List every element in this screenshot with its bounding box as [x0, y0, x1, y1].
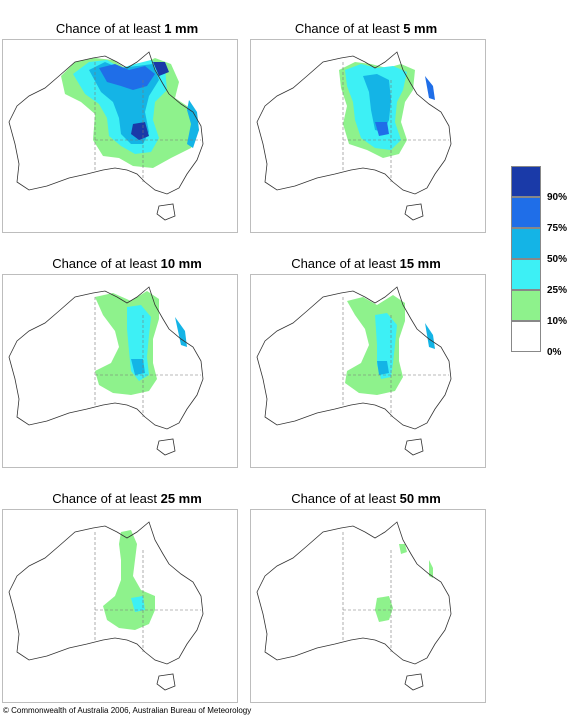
australia-coastline: [256, 286, 452, 430]
legend-tick-10: 10%: [547, 316, 568, 327]
state-borders: [94, 532, 201, 652]
map-panel-50mm: [250, 509, 486, 703]
legend-swatch-0-10: [511, 321, 541, 352]
state-borders: [342, 532, 449, 652]
tasmania-outline: [156, 438, 176, 456]
legend-tick-25: 25%: [547, 285, 568, 296]
rainfall-shading: [339, 62, 435, 158]
australia-coastline: [256, 51, 452, 195]
legend-swatch-90-100: [511, 166, 541, 197]
australia-coastline: [8, 521, 204, 665]
map-panel-1mm: [2, 39, 238, 233]
tasmania-outline: [404, 673, 424, 691]
panel-title-50mm: Chance of at least 50 mm: [291, 491, 441, 506]
rainfall-shading: [103, 530, 155, 630]
panel-title-15mm: Chance of at least 15 mm: [291, 256, 441, 271]
legend-tick-50: 50%: [547, 254, 568, 265]
copyright-notice: © Commonwealth of Australia 2006, Austra…: [3, 706, 252, 715]
legend-swatch-10-25: [511, 290, 541, 321]
rainfall-shading: [375, 544, 433, 622]
australia-coastline: [8, 51, 204, 195]
panel-title-25mm: Chance of at least 25 mm: [52, 491, 202, 506]
tasmania-outline: [404, 438, 424, 456]
state-borders: [94, 62, 201, 182]
rainfall-shading: [345, 295, 435, 395]
panel-title-1mm: Chance of at least 1 mm: [55, 21, 199, 36]
legend-swatch-50-75: [511, 228, 541, 259]
australia-coastline: [256, 521, 452, 665]
panel-title-5mm: Chance of at least 5 mm: [294, 21, 438, 36]
legend-swatch-75-90: [511, 197, 541, 228]
legend-tick-90: 90%: [547, 192, 568, 203]
rainfall-shading: [61, 58, 199, 168]
map-panel-25mm: [2, 509, 238, 703]
australia-coastline: [8, 286, 204, 430]
state-borders: [342, 62, 449, 182]
legend-tick-75: 75%: [547, 223, 568, 234]
state-borders: [342, 297, 449, 417]
map-panel-10mm: [2, 274, 238, 468]
map-panel-5mm: [250, 39, 486, 233]
tasmania-outline: [404, 203, 424, 221]
legend-tick-0: 0%: [547, 347, 562, 358]
tasmania-outline: [156, 673, 176, 691]
panel-title-10mm: Chance of at least 10 mm: [52, 256, 202, 271]
tasmania-outline: [156, 203, 176, 221]
map-panel-15mm: [250, 274, 486, 468]
legend-swatch-25-50: [511, 259, 541, 290]
probability-legend: 90% 75% 50% 25% 10% 0%: [511, 166, 567, 358]
state-borders: [94, 297, 201, 417]
rainfall-shading: [95, 291, 187, 395]
